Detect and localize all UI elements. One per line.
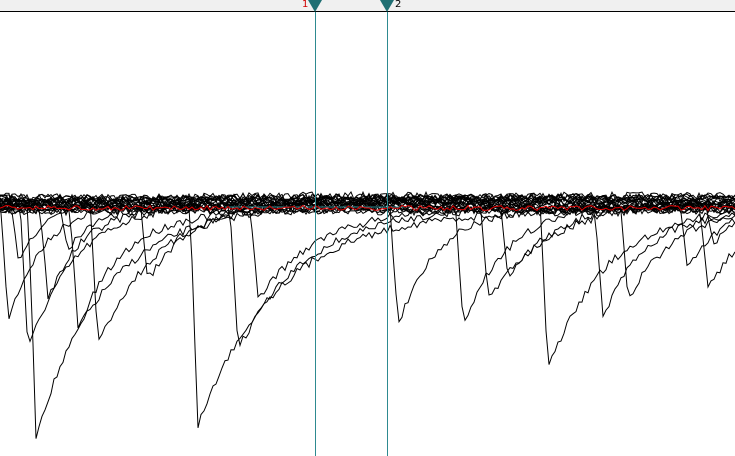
cursor-2-handle-icon[interactable] (380, 0, 394, 12)
cursor-1-handle-icon[interactable] (308, 0, 322, 12)
sweep-trace (0, 196, 735, 267)
sweep-trace (0, 204, 735, 329)
sweep-trace (0, 195, 735, 341)
sweep-trace (0, 206, 735, 319)
average-trace (0, 204, 735, 212)
cursor-2-line[interactable] (387, 12, 388, 456)
trace-plot (0, 190, 735, 439)
sweep-trace (0, 198, 735, 297)
sweep-trace (0, 199, 735, 365)
sweep-trace (0, 193, 735, 204)
cursor-2-label: 2 (395, 0, 402, 10)
cursor-1-label: 1 (302, 0, 309, 10)
sweep-trace (0, 204, 735, 429)
sweep-trace (0, 202, 735, 299)
sweep-traces (0, 190, 735, 439)
cursor-1-line[interactable] (315, 12, 316, 456)
sweep-trace (0, 194, 735, 245)
cursor-bar[interactable] (0, 0, 735, 12)
